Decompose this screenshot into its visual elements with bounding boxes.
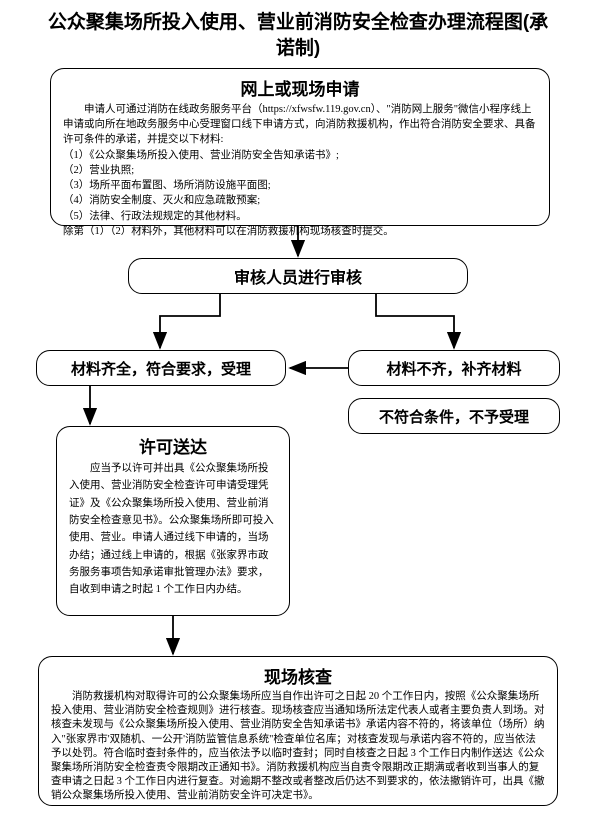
apply-line-3: （3）场所平面布置图、场所消防设施平面图; [63,180,271,191]
node-accept: 材料齐全，符合要求，受理 [36,350,286,386]
edge-review-supplement [376,294,454,348]
node-onsite-body: 消防救援机构对取得许可的公众聚集场所应当自作出许可之日起 20 个工作日内，按照… [51,690,545,803]
node-supplement: 材料不齐，补齐材料 [348,350,560,386]
node-apply-heading: 网上或现场申请 [63,75,537,100]
node-apply: 网上或现场申请 申请人可通过消防在线政务服务平台（https://xfwsfw.… [50,68,550,226]
apply-line-1: （1）《公众聚集场所投入使用、营业消防安全告知承诺书》; [63,150,339,161]
node-onsite: 现场核查 消防救援机构对取得许可的公众聚集场所应当自作出许可之日起 20 个工作… [38,656,558,806]
page-title: 公众聚集场所投入使用、营业前消防安全检查办理流程图(承诺制) [0,0,596,65]
node-review: 审核人员进行审核 [128,258,468,294]
apply-line-6: 除第（1）（2）材料外，其他材料可以在消防救援机构现场核查时提交。 [63,226,394,237]
apply-line-5: （5）法律、行政法规规定的其他材料。 [63,211,247,222]
node-accept-heading: 材料齐全，符合要求，受理 [71,358,251,379]
apply-line-0: 申请人可通过消防在线政务服务平台（https://xfwsfw.119.gov.… [63,102,537,148]
node-review-heading: 审核人员进行审核 [234,264,362,288]
node-deliver: 许可送达 应当予以许可并出具《公众聚集场所投入使用、营业消防安全检查许可申请受理… [56,426,290,616]
node-apply-body: 申请人可通过消防在线政务服务平台（https://xfwsfw.119.gov.… [63,102,537,239]
edge-review-accept [160,294,220,348]
node-deliver-heading: 许可送达 [69,433,277,458]
onsite-line-0: 消防救援机构对取得许可的公众聚集场所应当自作出许可之日起 20 个工作日内，按照… [51,690,545,803]
deliver-line-0: 应当予以许可并出具《公众聚集场所投入使用、营业消防安全检查许可申请受理凭证》及《… [69,460,277,599]
node-onsite-heading: 现场核查 [51,663,545,688]
node-deliver-body: 应当予以许可并出具《公众聚集场所投入使用、营业消防安全检查许可申请受理凭证》及《… [69,460,277,599]
node-reject: 不符合条件，不予受理 [348,398,560,434]
apply-line-4: （4）消防安全制度、灭火和应急疏散预案; [63,195,260,206]
apply-line-2: （2）营业执照; [63,165,134,176]
node-supplement-heading: 材料不齐，补齐材料 [386,358,521,379]
node-reject-heading: 不符合条件，不予受理 [379,406,529,427]
